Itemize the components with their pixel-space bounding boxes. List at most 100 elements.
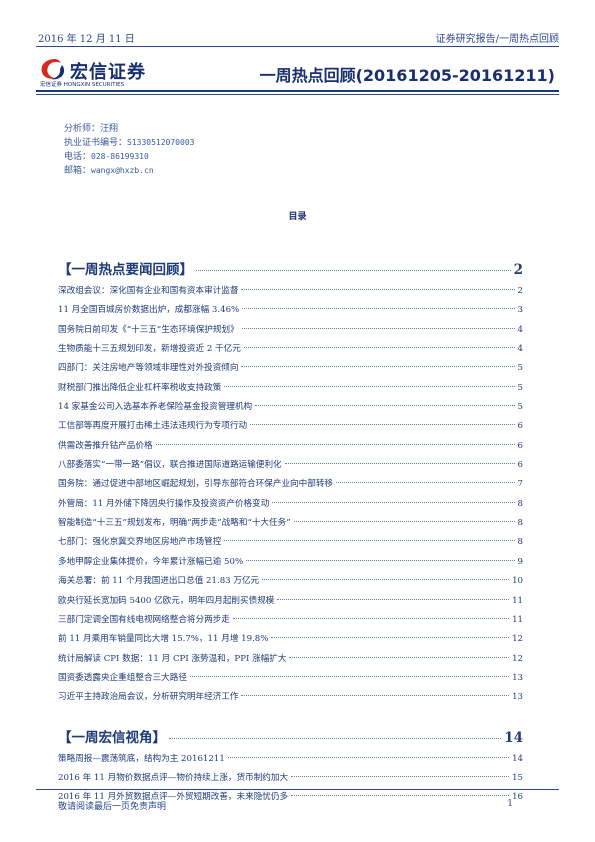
toc-leader-dots [242,308,515,310]
toc-leader-dots [284,463,515,465]
toc-entry-page: 13 [512,692,523,703]
toc-item[interactable]: 习近平主持政治局会议，分析研究明年经济工作 13 [58,688,523,707]
toc-leader-dots [250,424,515,426]
toc-item[interactable]: 统计局解读 CPI 数据：11 月 CPI 涨势温和，PPI 涨幅扩大 12 [58,650,523,669]
toc-item[interactable]: 14 家基金公司入选基本养老保险基金投资管理机构 5 [58,398,523,417]
toc-leader-dots [196,270,511,271]
toc-item[interactable]: 外管局：11 月外储下降因央行操作及投资资产价格变动 8 [58,495,523,514]
toc-entry-page: 10 [512,576,523,587]
toc-entry-title: 统计局解读 CPI 数据：11 月 CPI 涨势温和，PPI 涨幅扩大 [58,653,287,664]
toc-item[interactable]: 三部门定调全国有线电视网络整合将分两步走 11 [58,611,523,630]
toc-leader-dots [243,347,515,349]
toc-entry-page: 8 [517,518,523,529]
toc-item[interactable]: 国务院日前印发《“十三五”生态环境保护规划》 4 [58,321,523,340]
toc-item[interactable]: 海关总署：前 11 个月我国进出口总值 21.83 万亿元 10 [58,572,523,591]
toc-item[interactable]: 工信部等再度开展打击稀土违法违规行为专项行动 6 [58,417,523,436]
toc-leader-dots [232,617,510,619]
toc-entry-page: 6 [517,421,523,432]
toc-entry-page: 9 [517,556,523,567]
toc-item[interactable]: 国资委透露央企重组整合三大路径 13 [58,669,523,688]
toc-leader-dots [277,598,510,600]
analyst-block: 分析师：汪翔 执业证书编号：S1330512070003 电话：028-8619… [64,122,194,178]
toc-entry-title: 【一周热点要闻回顾】 [58,262,193,278]
toc-leader-dots [224,385,515,387]
toc-leader-dots [246,559,515,561]
toc-leader-dots [241,327,515,329]
toc-leader-dots [224,540,515,542]
analyst-name-row: 分析师：汪翔 [64,122,194,136]
toc-item[interactable]: 八部委落实“一带一路”倡议，联合推进国际道路运输便利化 6 [58,456,523,475]
toc-item[interactable]: 多地甲醇企业集体提价，今年累计涨幅已逾 50% 9 [58,553,523,572]
toc-entry-page: 14 [512,753,523,764]
toc-leader-dots [241,695,510,697]
toc-item[interactable]: 七部门：强化京冀交界地区房地产市场管控 8 [58,533,523,552]
toc-entry-title: 供需改善推升钴产品价格 [58,440,153,451]
analyst-name-label: 分析师： [64,124,101,134]
analyst-email-row: 邮箱：wangx@hxzb.cn [64,164,194,178]
toc-entry-page: 6 [517,460,523,471]
toc-entry-title: 策略周报—震荡筑底，结构为主 20161211 [58,753,225,764]
toc-entry-title: 七部门：强化京冀交界地区房地产市场管控 [58,537,222,548]
toc-entry-page: 11 [512,614,523,625]
toc-entry-title: 欧央行延长宽加码 5400 亿欧元，明年四月起削买债规模 [58,595,275,606]
toc-item[interactable]: 财税部门推出降低企业杠杆率税收支持政策 5 [58,379,523,398]
toc-entry-page: 15 [512,772,523,783]
toc-leader-dots [271,637,510,639]
toc-entry-page: 12 [512,634,523,645]
toc-item[interactable]: 策略周报—震荡筑底，结构为主 20161211 14 [58,750,523,769]
toc-item[interactable]: 智能制造“十三五”规划发布，明确“两步走”战略和“十大任务” 8 [58,514,523,533]
document-title: 一周热点回顾(20161205-20161211) [259,66,555,85]
toc-entry-page: 2 [517,286,523,296]
toc-item[interactable]: 2016 年 11 月外贸数据点评—外贸短期改善，未来隐忧仍多 16 [58,788,523,807]
toc-entry-page: 7 [517,479,523,490]
toc-leader-dots [272,501,515,503]
toc-item[interactable]: 2016 年 11 月物价数据点评—物价持续上涨，货币制约加大 15 [58,769,523,788]
toc-section-heading[interactable]: 【一周宏信视角】 14 [58,726,523,750]
header-rule [36,46,559,47]
toc-entry-page: 8 [517,498,523,509]
toc-entry-title: 14 家基金公司入选基本养老保险基金投资管理机构 [58,402,253,413]
toc-entry-page: 3 [517,305,523,316]
logo-mark-icon [41,59,65,80]
toc-entry-title: 八部委落实“一带一路”倡议，联合推进国际道路运输便利化 [58,460,282,471]
toc-leader-dots [241,366,515,368]
toc-entry-title: 国资委透露央企重组整合三大路径 [58,672,187,683]
toc-entry-title: 外管局：11 月外储下降因央行操作及投资资产价格变动 [58,498,270,509]
toc-item[interactable]: 深改组会议：深化国有企业和国有资本审计监督 2 [58,282,523,301]
toc-entry-title: 工信部等再度开展打击稀土违法违规行为专项行动 [58,421,248,432]
toc-item[interactable]: 11 月全国百城房价数据出炉，成都涨幅 3.46% 3 [58,301,523,320]
analyst-cert-row: 执业证书编号：S1330512070003 [64,136,194,150]
toc-leader-dots [189,675,510,677]
company-logo: 宏信证券 宏信证券 HONGXIN SECURITIES [38,56,178,90]
analyst-email[interactable]: wangx@hxzb.cn [91,166,154,175]
toc-entry-title: 11 月全国百城房价数据出炉，成都涨幅 3.46% [58,305,240,316]
analyst-phone-label: 电话： [64,152,92,162]
report-type: 证券研究报告/一周热点回顾 [435,34,559,45]
toc-leader-dots [291,795,510,797]
toc-entry-title: 生物质能十三五规划印发，新增投资近 2 千亿元 [58,344,241,355]
toc-item[interactable]: 四部门：关注房地产等领域非理性对外投资倾向 5 [58,359,523,378]
toc-leader-dots [155,443,515,445]
toc-entry-title: 前 11 月乘用车销量同比大增 15.7%，11 月增 19.8% [58,634,269,645]
toc-item[interactable]: 欧央行延长宽加码 5400 亿欧元，明年四月起削买债规模 11 [58,592,523,611]
analyst-cert-no: S1330512070003 [127,138,195,147]
toc-entry-title: 四部门：关注房地产等领域非理性对外投资倾向 [58,363,239,374]
table-of-contents: 【一周热点要闻回顾】 2 深改组会议：深化国有企业和国有资本审计监督 2 11 月全国百… [58,258,523,808]
analyst-name: 汪翔 [100,124,119,134]
analyst-cert-label: 执业证书编号： [64,138,128,148]
toc-entry-page: 16 [512,792,523,803]
toc-entry-page: 13 [512,672,523,683]
toc-item[interactable]: 供需改善推升钴产品价格 6 [58,437,523,456]
toc-entry-title: 国务院日前印发《“十三五”生态环境保护规划》 [58,324,239,335]
toc-leader-dots [289,656,510,658]
page-number: 1 [507,799,513,809]
toc-item[interactable]: 国务院：通过促进中部地区崛起规划，引导东部符合环保产业向中部转移 7 [58,475,523,494]
toc-entry-page: 5 [517,382,523,393]
logo-en-text: 宏信证券 HONGXIN SECURITIES [40,82,125,88]
toc-section-heading[interactable]: 【一周热点要闻回顾】 2 [58,258,523,282]
toc-item[interactable]: 生物质能十三五规划印发，新增投资近 2 千亿元 4 [58,340,523,359]
toc-item[interactable]: 前 11 月乘用车销量同比大增 15.7%，11 月增 19.8% 12 [58,630,523,649]
toc-entry-title: 习近平主持政治局会议，分析研究明年经济工作 [58,692,239,703]
analyst-phone-row: 电话：028-86199310 [64,150,194,164]
toc-leader-dots [241,289,515,290]
